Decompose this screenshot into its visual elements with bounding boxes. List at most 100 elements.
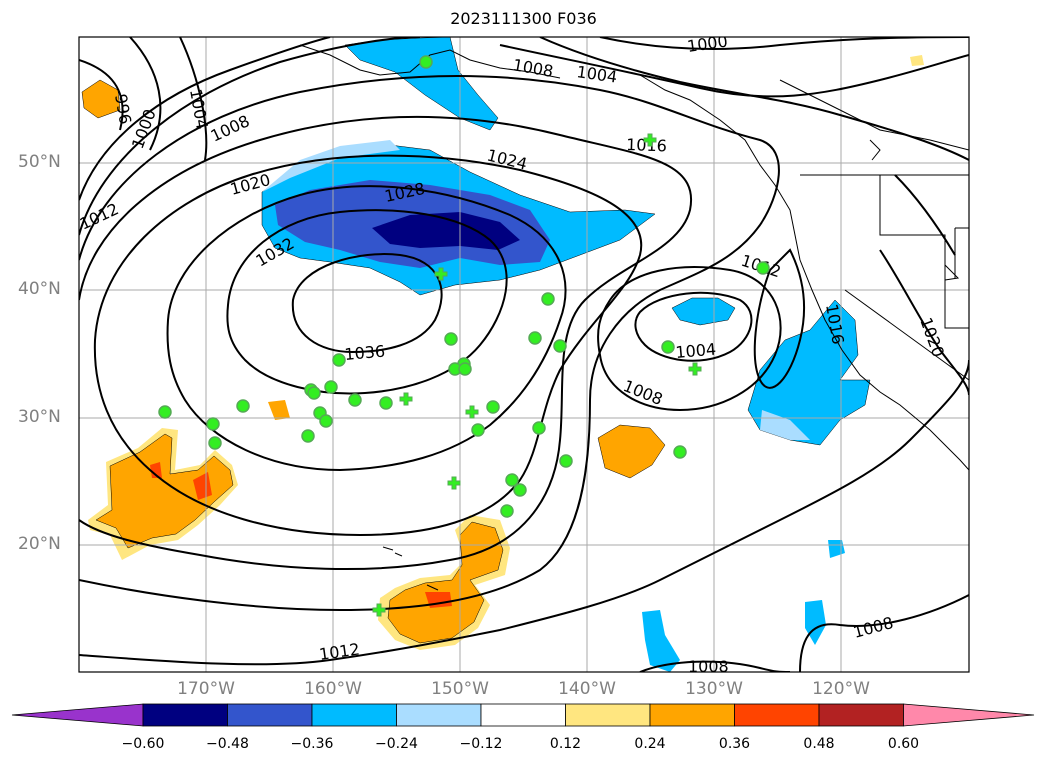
station-circle xyxy=(324,380,338,394)
negative-anomaly-region xyxy=(642,610,680,672)
colorbar-segment xyxy=(649,703,735,727)
station-circle xyxy=(419,55,433,69)
station-circle xyxy=(236,399,250,413)
strong-positive-region xyxy=(193,472,212,500)
lon-label: 170°W xyxy=(177,679,235,699)
positive-anomaly-region xyxy=(910,55,924,66)
station-circle xyxy=(553,339,567,353)
colorbar-tick-label: 0.48 xyxy=(803,736,835,752)
station-circle xyxy=(444,332,458,346)
station-circle xyxy=(756,261,770,275)
station-circle xyxy=(541,292,555,306)
isobar-label: 996 xyxy=(111,92,135,125)
isobar-label: 1004 xyxy=(575,62,618,86)
isobar-label: 1012 xyxy=(77,199,122,233)
map-plot: 1000 1008 1004 996 1000 1004 1008 1016 1… xyxy=(77,31,970,676)
colorbar-tick-label: −0.12 xyxy=(459,736,503,752)
colorbar-segment xyxy=(565,703,651,727)
isobar-label: 1008 xyxy=(688,657,729,676)
positive-anomaly-region xyxy=(268,400,290,420)
isobar-label: 1004 xyxy=(675,340,717,362)
station-circle xyxy=(348,393,362,407)
lat-label: 20°N xyxy=(18,534,61,554)
station-circle xyxy=(513,483,527,497)
weak-negative-region xyxy=(262,140,400,192)
negative-anomaly-region xyxy=(747,299,871,446)
station-cross xyxy=(465,405,479,419)
plot-frame xyxy=(78,36,970,673)
colorbar-segment xyxy=(311,703,397,727)
isobar-label: 1000 xyxy=(686,31,729,55)
isobar-label: 1024 xyxy=(485,145,529,173)
station-cross xyxy=(643,133,657,147)
lon-label: 150°W xyxy=(431,679,489,699)
station-circle xyxy=(319,414,333,428)
colorbar-extend-low xyxy=(11,703,144,727)
positive-anomaly-region xyxy=(81,79,121,119)
strong-positive-region xyxy=(150,462,162,478)
station-circle xyxy=(486,400,500,414)
colorbar-tick-label: 0.60 xyxy=(887,736,920,752)
colorbar-tick-label: 0.12 xyxy=(549,736,582,752)
station-circle xyxy=(332,353,346,367)
lon-label: 120°W xyxy=(812,679,870,699)
negative-anomaly-region xyxy=(671,297,736,326)
station-circle xyxy=(301,429,315,443)
colorbar-tick-label: 0.24 xyxy=(634,736,666,752)
coastlines xyxy=(299,44,969,591)
colorbar-tick-label: −0.48 xyxy=(206,736,249,752)
lon-label: 130°W xyxy=(685,679,743,699)
station-circle xyxy=(673,445,687,459)
station-circle xyxy=(500,504,514,518)
lon-label: 160°W xyxy=(304,679,362,699)
isobar-label: 1008 xyxy=(208,111,253,145)
colorbar-segment xyxy=(227,703,313,727)
colorbar-segment xyxy=(142,703,228,727)
positive-anomaly-region xyxy=(597,424,666,479)
colorbar-tick-label: −0.36 xyxy=(290,736,334,752)
station-circle xyxy=(559,454,573,468)
colorbar-tick-label: 0.36 xyxy=(718,736,751,752)
colorbar-segment xyxy=(818,703,904,727)
lat-label: 50°N xyxy=(18,152,61,172)
shaded-field xyxy=(81,37,924,672)
negative-anomaly-region xyxy=(805,600,826,645)
station-markers xyxy=(158,55,770,617)
station-cross xyxy=(372,603,386,617)
colorbar-segment xyxy=(480,703,566,727)
station-circle xyxy=(206,417,220,431)
isobar-label: 1008 xyxy=(511,55,554,81)
negative-anomaly-region xyxy=(828,540,845,558)
lat-label: 40°N xyxy=(18,279,61,299)
colorbar-tick-label: −0.24 xyxy=(375,736,418,752)
graticule xyxy=(79,37,969,672)
isobar-label: 1012 xyxy=(318,639,361,663)
station-cross xyxy=(434,267,448,281)
station-circle xyxy=(458,362,472,376)
station-circle xyxy=(532,421,546,435)
station-circle xyxy=(505,473,519,487)
lat-label: 30°N xyxy=(18,407,61,427)
station-cross xyxy=(688,362,702,376)
isobar-label: 1016 xyxy=(626,135,667,155)
station-circle xyxy=(661,340,675,354)
station-circle xyxy=(528,331,542,345)
colorbar-extend-high xyxy=(903,703,1035,727)
station-circle xyxy=(208,436,222,450)
colorbar-segment xyxy=(734,703,820,727)
colorbar-tick-label: −0.60 xyxy=(121,736,165,752)
station-circle xyxy=(471,423,485,437)
strong-negative-region xyxy=(372,212,520,250)
colorbar xyxy=(11,703,1035,727)
isobar-label: 1036 xyxy=(344,342,386,364)
positive-anomaly-region xyxy=(387,521,504,644)
lon-label: 140°W xyxy=(558,679,616,699)
map-title: 2023111300 F036 xyxy=(450,9,597,28)
colorbar-segment xyxy=(396,703,482,727)
station-circle xyxy=(379,396,393,410)
station-circle xyxy=(158,405,172,419)
station-circle xyxy=(307,386,321,400)
station-cross xyxy=(447,476,461,490)
isobar-label: 1020 xyxy=(916,315,948,360)
station-cross xyxy=(399,392,413,406)
